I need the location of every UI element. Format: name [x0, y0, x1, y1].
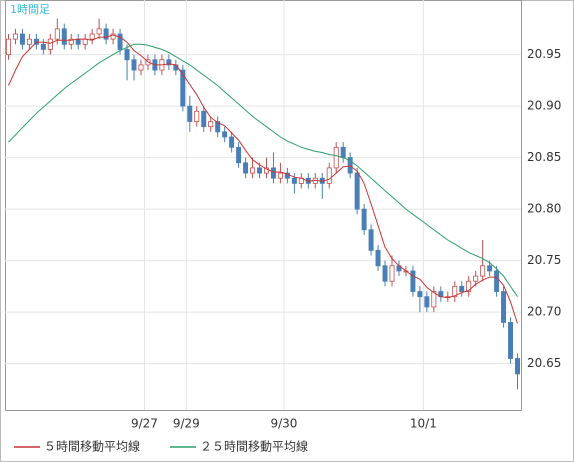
candle-body [110, 33, 116, 40]
candle-body [291, 177, 297, 184]
candle-body [452, 285, 458, 298]
candle-body [5, 38, 11, 55]
candle-body [473, 275, 479, 282]
candle-body [117, 33, 123, 50]
chart-title: 1時間足 [10, 3, 50, 16]
candle-body [382, 265, 388, 282]
candle-body [361, 208, 367, 231]
y-tick-label: 20.65 [527, 356, 561, 370]
candle-body [194, 110, 200, 122]
candle-body [347, 157, 353, 174]
x-tick-label: 9/27 [131, 417, 158, 431]
candle-body [270, 167, 276, 179]
candle-body [208, 121, 214, 128]
candle-body [75, 38, 81, 45]
candle-body [263, 167, 269, 174]
candle-body [257, 167, 263, 174]
legend-label: ２５時間移動平均線 [200, 439, 308, 454]
candle-body [250, 167, 256, 174]
candle-body [187, 105, 193, 122]
candle-body [333, 146, 339, 169]
candle-body [515, 358, 521, 375]
y-tick-label: 20.90 [527, 99, 561, 113]
candle-body [236, 146, 242, 164]
candle-body [68, 38, 74, 45]
y-tick-label: 20.80 [527, 202, 561, 216]
candle-body [12, 33, 18, 40]
candle-body [26, 38, 32, 45]
legend-label: ５時間移動平均線 [44, 439, 140, 454]
candle-body [47, 38, 53, 50]
candle-body [89, 33, 95, 40]
candle-body [103, 28, 109, 40]
candle-body [215, 121, 221, 133]
y-tick-label: 20.75 [527, 253, 561, 267]
candle-body [277, 172, 283, 179]
candle-body [201, 110, 207, 128]
candle-body [340, 146, 346, 159]
candle-body [508, 322, 514, 359]
plot-area [5, 0, 522, 411]
candle-body [96, 28, 102, 35]
candle-body [410, 270, 416, 292]
candle-body [166, 59, 172, 66]
candle-body [243, 162, 249, 174]
candle-body [459, 285, 465, 292]
ma-line [8, 34, 518, 324]
x-tick-label: 9/30 [270, 417, 297, 431]
candle-body [417, 291, 423, 298]
x-tick-label: 10/1 [410, 417, 437, 431]
candle-body [389, 265, 395, 282]
candle-body [494, 270, 500, 292]
candle-body [54, 28, 60, 40]
candle-body [131, 59, 137, 71]
candle-body [480, 265, 486, 277]
y-tick-label: 20.95 [527, 47, 561, 61]
candle-body [354, 172, 360, 210]
candle-body [40, 43, 46, 50]
candle-body [424, 296, 430, 308]
candle-body [284, 172, 290, 179]
ma-line [8, 43, 518, 297]
candle-body [222, 131, 228, 138]
candle-body [487, 265, 493, 272]
candle-body [466, 280, 472, 292]
candle-body [368, 229, 374, 251]
y-tick-label: 20.70 [527, 305, 561, 319]
candle-body [501, 291, 507, 323]
candle-body [431, 291, 437, 308]
candle-body [138, 64, 144, 71]
candle-body [326, 167, 332, 184]
candle-body [82, 38, 88, 45]
candle-body [124, 49, 130, 61]
candle-body [375, 249, 381, 267]
candle-body [61, 28, 67, 45]
x-tick-label: 9/29 [173, 417, 200, 431]
candle-body [19, 33, 25, 45]
y-tick-label: 20.85 [527, 150, 561, 164]
candle-body [229, 136, 235, 148]
candle-body [180, 69, 186, 107]
